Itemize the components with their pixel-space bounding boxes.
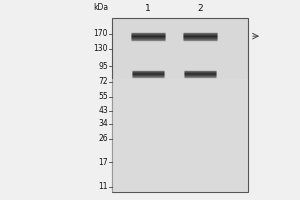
Text: kDa: kDa: [93, 3, 108, 12]
Text: 95: 95: [98, 62, 108, 71]
Text: 170: 170: [94, 29, 108, 38]
Text: 1: 1: [145, 4, 151, 13]
Bar: [112, 18, 248, 192]
Text: 26: 26: [98, 134, 108, 143]
Text: 55: 55: [98, 92, 108, 101]
Text: 34: 34: [98, 119, 108, 128]
Text: 130: 130: [94, 44, 108, 53]
Bar: [112, 79, 248, 192]
Text: 43: 43: [98, 106, 108, 115]
Text: 17: 17: [98, 158, 108, 167]
Text: 2: 2: [197, 4, 203, 13]
Text: 72: 72: [98, 77, 108, 86]
Text: 11: 11: [98, 182, 108, 191]
